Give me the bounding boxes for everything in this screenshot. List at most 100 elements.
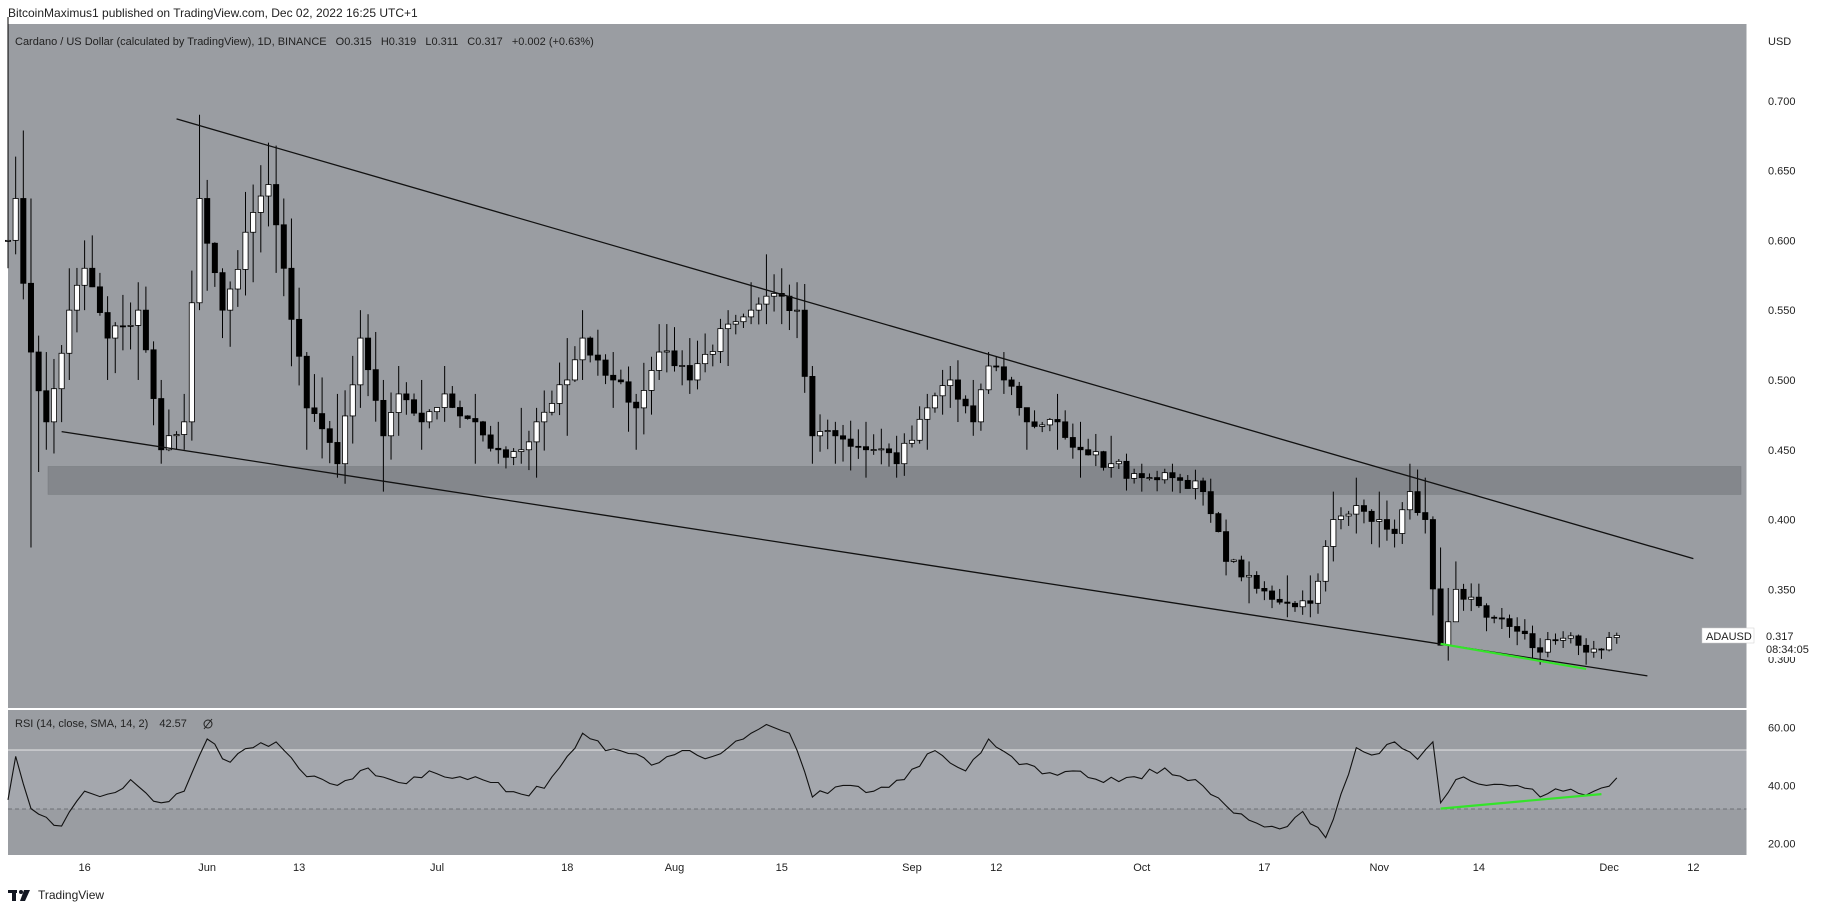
ohlc-open-label: O bbox=[336, 36, 345, 48]
price-tick-label: 0.550 bbox=[1768, 305, 1796, 317]
candle-body bbox=[449, 393, 456, 408]
candle-body bbox=[1575, 635, 1582, 646]
candle-body bbox=[1046, 419, 1053, 426]
candle bbox=[242, 191, 249, 296]
candle bbox=[1284, 575, 1291, 618]
candle-body bbox=[173, 434, 180, 437]
candle-body bbox=[1606, 637, 1613, 651]
candle-body bbox=[349, 384, 356, 417]
candle bbox=[648, 356, 655, 415]
candle bbox=[832, 421, 839, 464]
candle-body bbox=[1468, 596, 1475, 600]
candle-body bbox=[1322, 546, 1329, 582]
candle-body bbox=[510, 451, 517, 458]
candle-body bbox=[893, 452, 900, 465]
candle bbox=[1598, 648, 1605, 659]
candle-body bbox=[1062, 421, 1069, 438]
rsi-tick-label: 60.00 bbox=[1768, 722, 1796, 734]
candle bbox=[27, 198, 34, 548]
candle-body bbox=[832, 430, 839, 437]
candle-body bbox=[426, 411, 433, 423]
price-tick-label: 0.650 bbox=[1768, 166, 1796, 178]
candle bbox=[403, 382, 410, 415]
rsi-tick-label: 40.00 bbox=[1768, 780, 1796, 792]
candle bbox=[579, 310, 586, 380]
time-axis-ticks: 16 Jun 13 Jul 18 Aug 15 Sep 12 Oct 17 Nov 14 Dec 12 bbox=[78, 862, 1699, 874]
candle bbox=[1414, 469, 1421, 516]
candle bbox=[1115, 459, 1122, 469]
candle-body bbox=[181, 421, 188, 435]
candle-body bbox=[1330, 519, 1337, 547]
candle bbox=[1077, 421, 1084, 478]
y-axis-unit: USD bbox=[1768, 36, 1791, 48]
candle bbox=[510, 448, 517, 466]
footer-brand[interactable]: TradingView bbox=[38, 888, 105, 902]
candle bbox=[1031, 410, 1038, 429]
candle-body bbox=[288, 267, 295, 320]
candle bbox=[296, 287, 303, 386]
candle bbox=[1146, 473, 1153, 481]
candle-body bbox=[434, 407, 441, 413]
candle-body bbox=[1276, 598, 1283, 603]
candle-body bbox=[472, 418, 479, 423]
axis-background bbox=[1747, 24, 1834, 880]
price-tick-label: 0.700 bbox=[1768, 96, 1796, 108]
ohlc-change: +0.002 (+0.63%) bbox=[512, 36, 594, 48]
candle-body bbox=[916, 418, 923, 441]
candle bbox=[472, 393, 479, 464]
candle bbox=[1498, 607, 1505, 630]
candle-body bbox=[571, 359, 578, 381]
candle-body bbox=[1169, 472, 1176, 479]
candle-body bbox=[1552, 639, 1559, 642]
candle bbox=[288, 218, 295, 367]
rsi-legend-title: RSI (14, close, SMA, 14, 2) bbox=[15, 718, 148, 730]
ohlc-high-label: H bbox=[381, 36, 389, 48]
candle-body bbox=[993, 365, 1000, 368]
candle bbox=[1108, 435, 1115, 478]
candle-body bbox=[96, 286, 103, 313]
candle-body bbox=[1429, 519, 1436, 590]
candle-body bbox=[625, 381, 632, 403]
candle bbox=[1046, 418, 1053, 432]
candle bbox=[740, 313, 747, 328]
candle-body bbox=[686, 365, 693, 381]
candle-body bbox=[824, 430, 831, 432]
candle-body bbox=[188, 302, 195, 423]
candle-body bbox=[885, 448, 892, 454]
candle-body bbox=[1598, 648, 1605, 651]
candle bbox=[1391, 519, 1398, 548]
tradingview-logo-icon[interactable] bbox=[8, 888, 32, 902]
candle-body bbox=[794, 309, 801, 312]
candle bbox=[112, 322, 119, 374]
candle-body bbox=[1529, 633, 1536, 649]
ohlc-close-label: C bbox=[467, 36, 475, 48]
candle bbox=[671, 327, 678, 372]
candle-body bbox=[395, 393, 402, 413]
candle bbox=[1138, 463, 1145, 492]
chart-canvas[interactable]: 0.700 0.650 0.600 0.550 0.500 0.450 0.400 0.350… bbox=[0, 0, 1834, 880]
candle-body bbox=[303, 355, 310, 409]
candle bbox=[686, 338, 693, 394]
candle bbox=[663, 324, 670, 373]
candle bbox=[1491, 615, 1498, 624]
candle bbox=[748, 282, 755, 325]
candle bbox=[219, 268, 226, 339]
price-tick-label: 0.350 bbox=[1768, 584, 1796, 596]
candle-body bbox=[119, 325, 126, 328]
candle-body bbox=[280, 224, 287, 269]
candle-body bbox=[296, 318, 303, 357]
candle bbox=[702, 333, 709, 373]
candle bbox=[73, 267, 80, 333]
candle-body bbox=[234, 269, 241, 290]
candle bbox=[870, 434, 877, 455]
candle bbox=[158, 379, 165, 464]
candle bbox=[1023, 407, 1030, 450]
candle-body bbox=[809, 376, 816, 437]
candle-body bbox=[594, 354, 601, 361]
candle-body bbox=[901, 442, 908, 465]
logo-wedge bbox=[20, 890, 30, 901]
candle-body bbox=[487, 434, 494, 449]
candle bbox=[1192, 469, 1199, 500]
candle bbox=[1062, 410, 1069, 440]
eye-slash-icon[interactable] bbox=[203, 718, 213, 730]
